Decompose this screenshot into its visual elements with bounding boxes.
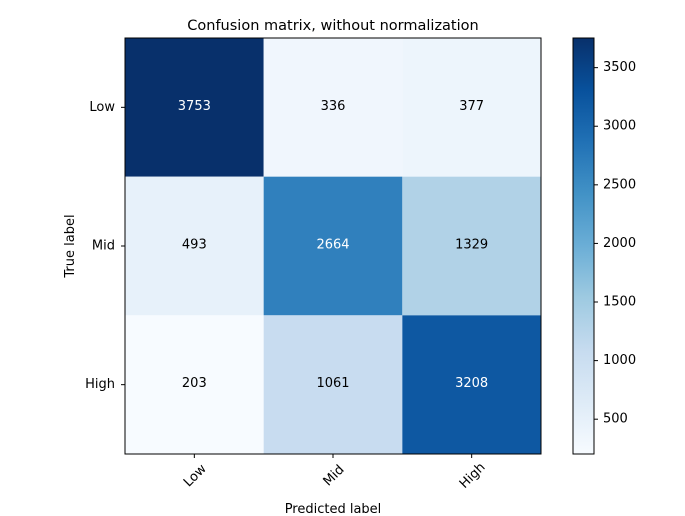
y-tick-label: High	[85, 377, 115, 392]
cell-value-label: 203	[182, 376, 207, 391]
x-axis-ticks: Low Mid High	[181, 454, 489, 492]
colorbar-tick-label: 1000	[603, 353, 636, 368]
heatmap-cells	[125, 38, 541, 454]
x-tick-label: Low	[181, 461, 210, 490]
y-axis-label: True label	[63, 214, 78, 278]
colorbar-tick-label: 2000	[603, 236, 636, 251]
heatmap-cell-r1-c0	[125, 176, 264, 316]
heatmap-cell-r0-c1	[263, 38, 403, 177]
heatmap-cell-r1-c2	[402, 176, 541, 316]
cell-value-label: 3753	[178, 99, 211, 114]
cell-value-label: 377	[459, 99, 484, 114]
x-tick-label: Mid	[321, 462, 348, 489]
heatmap-cell-labels: 3753 336 377 493 2664 1329 203 1061 3208	[178, 99, 488, 391]
y-axis-ticks: Low Mid High	[85, 100, 125, 392]
colorbar-tick-label: 3500	[603, 60, 636, 75]
cell-value-label: 2664	[316, 238, 349, 253]
heatmap-cell-r1-c1	[263, 176, 403, 316]
colorbar-tick-label: 2500	[603, 177, 636, 192]
heatmap-cell-r2-c1	[263, 315, 403, 454]
y-tick-label: Mid	[92, 239, 115, 254]
colorbar-tick-label: 3000	[603, 119, 636, 134]
heatmap-cell-r2-c2	[402, 315, 541, 454]
heatmap-cell-r2-c0	[125, 315, 264, 454]
cell-value-label: 336	[321, 99, 346, 114]
colorbar-tick-label: 1500	[603, 295, 636, 310]
colorbar-frame	[572, 37, 595, 455]
chart-title: Confusion matrix, without normalization	[187, 18, 478, 34]
cell-value-label: 1329	[455, 238, 488, 253]
cell-value-label: 493	[182, 238, 207, 253]
heatmap-cell-r0-c2	[402, 38, 541, 177]
colorbar-tick-label: 500	[603, 412, 628, 427]
y-tick-label: Low	[89, 100, 115, 115]
cell-value-label: 3208	[455, 376, 488, 391]
x-tick-label: High	[457, 460, 489, 492]
heatmap-cell-r0-c0	[125, 38, 264, 177]
cell-value-label: 1061	[316, 376, 349, 391]
colorbar	[573, 38, 594, 454]
colorbar-ticks: 500 1000 1500 2000 2500 3000 3500	[594, 60, 636, 427]
x-axis-label: Predicted label	[285, 502, 382, 516]
